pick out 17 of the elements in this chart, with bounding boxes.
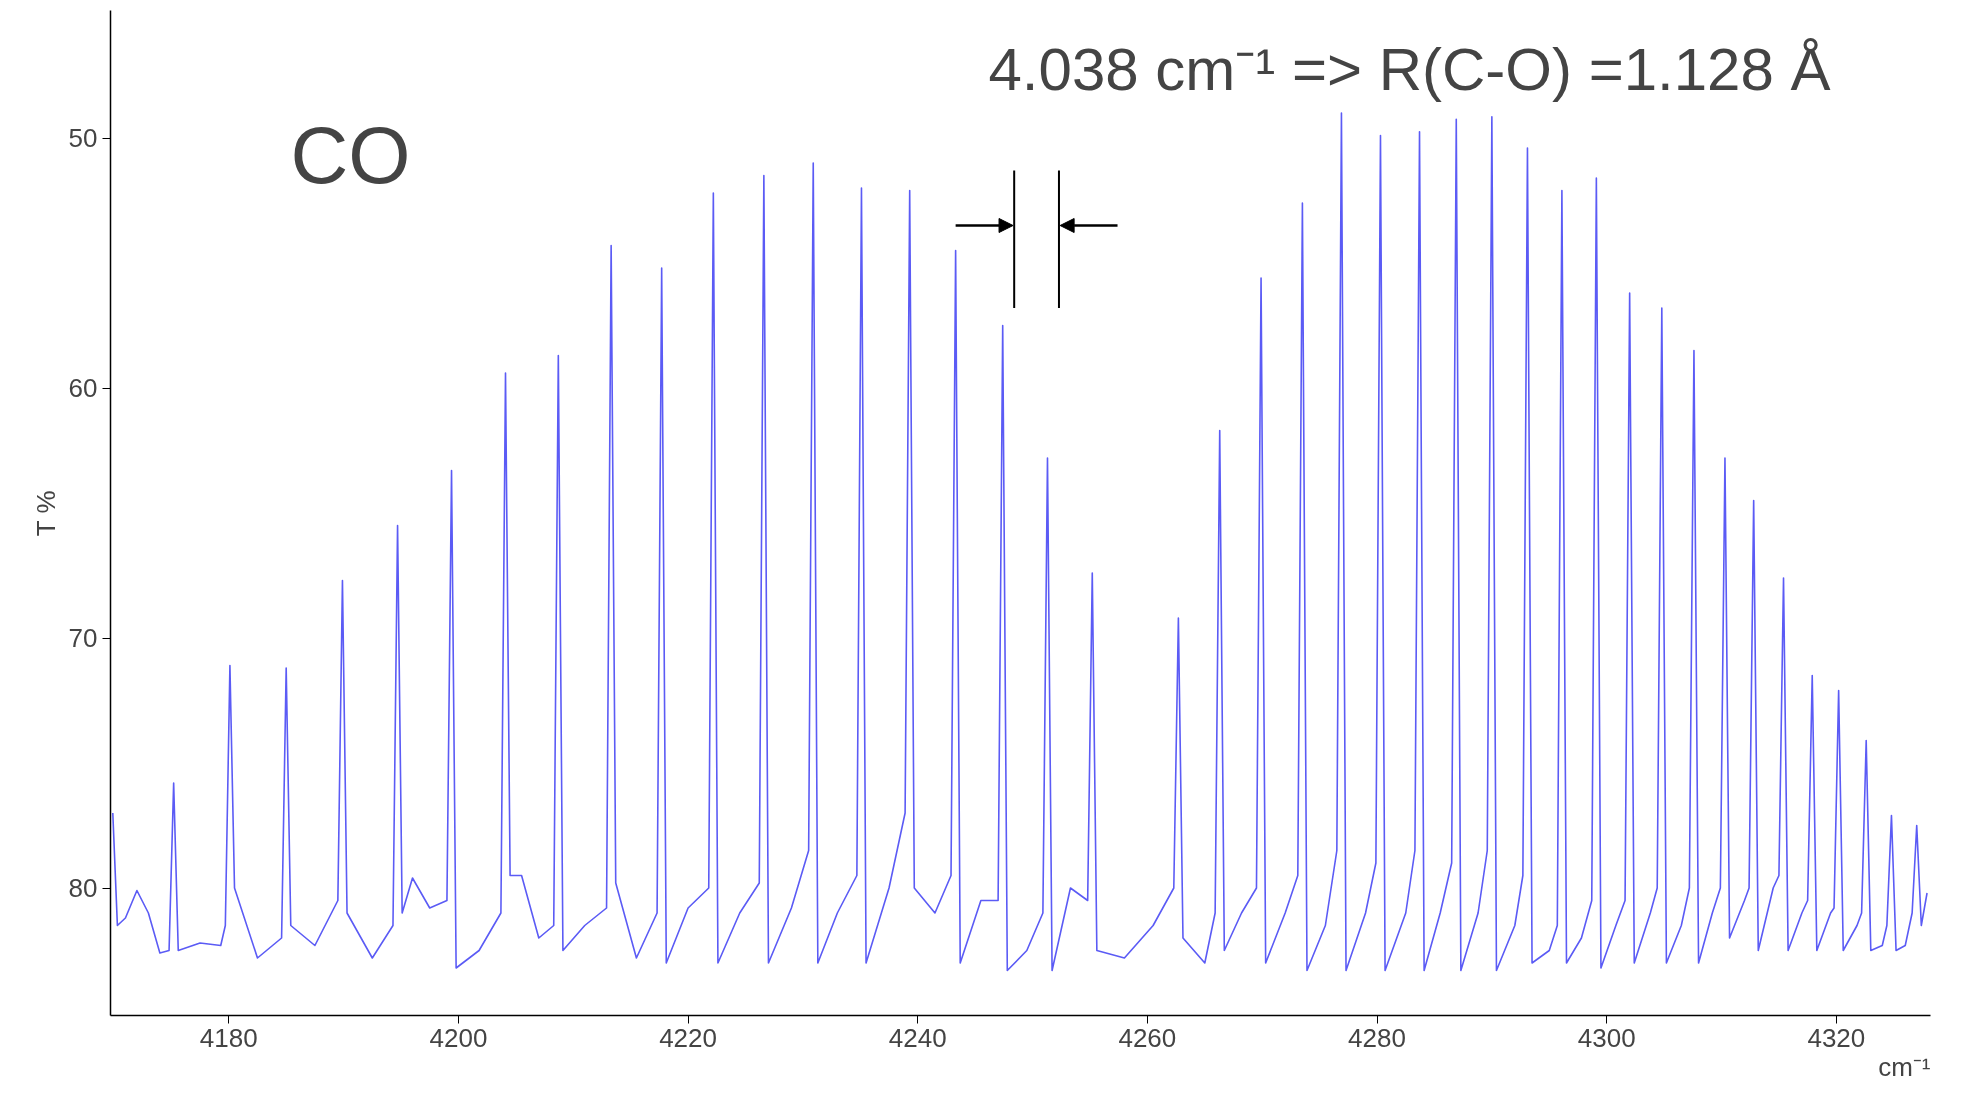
- x-axis-title: cm⁻¹: [1878, 1051, 1931, 1082]
- x-tick-label: 4220: [659, 1022, 717, 1053]
- y-tick-label: 80: [68, 873, 98, 903]
- x-tick-label: 4260: [1118, 1022, 1177, 1053]
- x-tick-label: 4240: [888, 1022, 947, 1053]
- annotation: 4.038 cm⁻¹ => R(C-O) =1.128 Å: [988, 35, 1831, 103]
- line-series: [112, 112, 1928, 972]
- y-tick-label: 50: [68, 123, 98, 153]
- x-tick-label: 4180: [199, 1022, 258, 1053]
- x-tick-label: 4200: [429, 1022, 488, 1053]
- y-tick-label: 70: [68, 623, 98, 653]
- y-axis-title: T %: [30, 490, 61, 537]
- x-tick-label: 4280: [1348, 1022, 1406, 1053]
- x-tick-label: 4320: [1807, 1022, 1866, 1053]
- x-tick-label: 4300: [1577, 1022, 1636, 1053]
- text: CO: [290, 110, 411, 200]
- y-tick-label: 60: [68, 373, 98, 403]
